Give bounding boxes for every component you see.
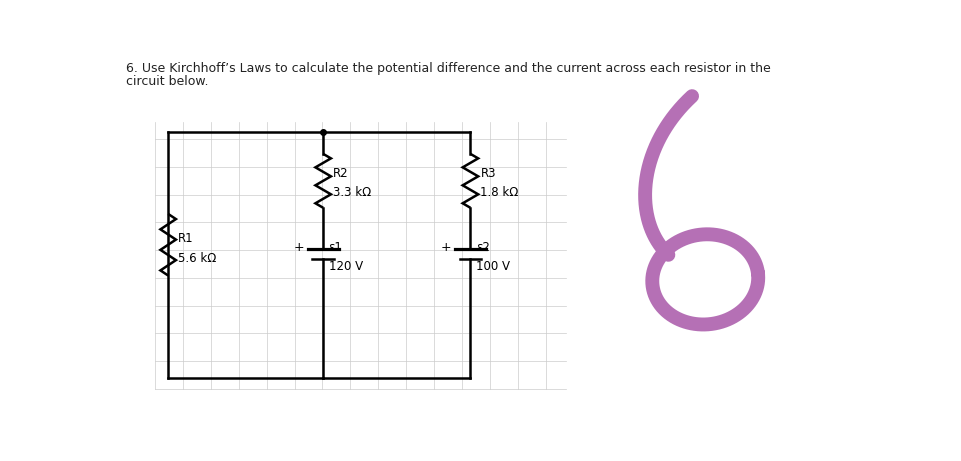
Text: 6. Use Kirchhoff’s Laws to calculate the potential difference and the current ac: 6. Use Kirchhoff’s Laws to calculate the…: [126, 62, 771, 75]
Text: R3: R3: [480, 166, 496, 180]
Text: 100 V: 100 V: [476, 260, 510, 273]
Text: 120 V: 120 V: [329, 260, 362, 273]
Text: +: +: [440, 241, 451, 254]
Text: ε2: ε2: [476, 241, 490, 254]
Text: R1: R1: [178, 232, 194, 245]
Text: 3.3 kΩ: 3.3 kΩ: [333, 186, 372, 199]
Text: +: +: [293, 241, 304, 254]
Text: circuit below.: circuit below.: [126, 75, 209, 89]
Text: 5.6 kΩ: 5.6 kΩ: [178, 252, 216, 265]
Text: R2: R2: [333, 166, 349, 180]
Text: 1.8 kΩ: 1.8 kΩ: [480, 186, 519, 199]
Text: ε1: ε1: [329, 241, 342, 254]
